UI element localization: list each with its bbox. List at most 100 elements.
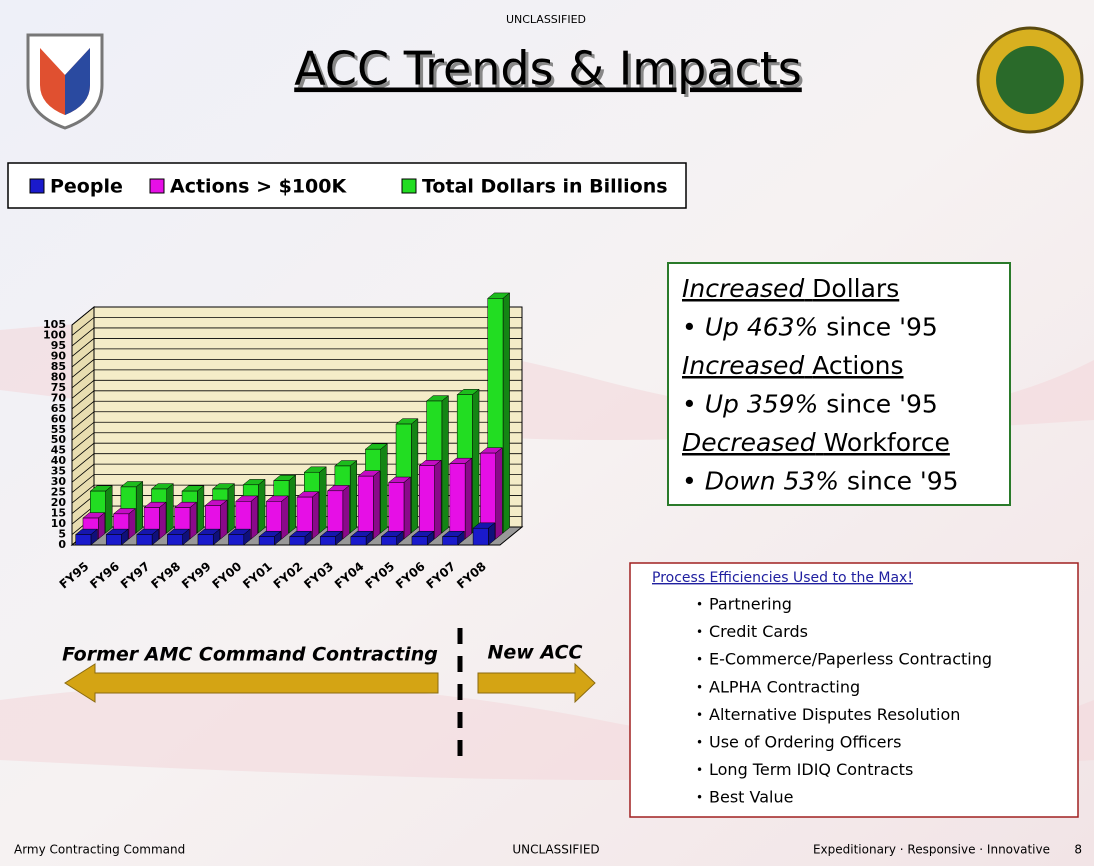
space [839,467,847,496]
legend-label: Total Dollars in Billions [422,176,668,198]
bar-side [197,486,204,533]
process-item: Alternative Disputes Resolution [709,705,960,724]
bullet: • [696,598,703,612]
bar [389,482,404,539]
y-tick-label: 105 [43,318,66,331]
crest-inner [996,46,1064,114]
bar-side [159,502,166,539]
process-item: ALPHA Contracting [709,677,860,696]
space [804,274,812,303]
title: ACC Trends & Impacts [294,42,802,96]
timeline-new: New ACC [488,642,583,664]
impact-em: Decreased [682,428,816,457]
bar-side [442,396,449,533]
bullet: • [696,763,703,777]
process-title: Process Efficiencies Used to the Max! [652,570,913,586]
impact-em: Increased [682,351,804,380]
bar-side [503,293,510,533]
impact-line: Increased Dollars [682,274,899,303]
legend-swatch [150,179,164,193]
bar-side [289,475,296,533]
bar-side [373,471,380,539]
space [818,313,826,342]
bar [443,537,458,545]
impact-em: Down 53% [705,467,839,496]
bar-side [343,485,350,539]
timeline-former: Former AMC Command Contracting [62,644,438,666]
bar-side [404,477,411,539]
space [804,351,812,380]
impact-line: • Down 53% since '95 [682,467,959,496]
bar [351,537,366,545]
bar [419,466,434,539]
impact-rest: since '95 [847,467,959,496]
bar-side [472,389,479,533]
bullet: • [696,708,703,722]
bar-side [136,482,143,533]
bar-side [312,492,319,539]
page-number: 8 [1074,843,1082,857]
bar-side [411,419,418,533]
bar-side [106,486,113,533]
process-item: Long Term IDIQ Contracts [709,760,913,779]
bar [137,535,152,545]
impact-rest: Actions [812,351,903,380]
classification: UNCLASSIFIED [506,13,586,26]
legend-label: People [50,176,123,198]
bar-side [190,502,197,539]
impact-line: • Up 463% since '95 [682,313,938,342]
bullet: • [696,653,703,667]
impact-line: Decreased Workforce [682,428,950,457]
footer-right: Expeditionary · Responsive · Innovative [813,843,1050,857]
impact-em: Up 463% [705,313,819,342]
bar [290,537,305,545]
footer-center: UNCLASSIFIED [512,843,599,857]
bar [412,537,427,545]
bar [106,535,121,545]
bar-side [221,500,228,539]
bar [473,528,488,545]
bar [229,535,244,545]
bar [381,537,396,545]
bullet: • [696,736,703,750]
impact-em: Up 359% [705,390,819,419]
bar-side [282,496,289,539]
process-item: E-Commerce/Paperless Contracting [709,650,992,669]
bar-side [350,461,357,533]
bar-side [381,444,388,533]
bar-side [320,467,327,533]
bar-side [465,458,472,539]
slide: UNCLASSIFIED ACC Trends & Impacts ACC Tr… [0,0,1094,866]
impact-line: Increased Actions [682,351,904,380]
bullet: • [696,791,703,805]
process-item: Credit Cards [709,622,808,641]
impact-line: • Up 359% since '95 [682,390,938,419]
bar-side [251,496,258,539]
legend-swatch [402,179,416,193]
impact-rest: Workforce [824,428,950,457]
bar [358,476,373,539]
bullet: • [682,467,705,496]
bar [450,464,465,539]
bar [320,537,335,545]
impact-rest: since '95 [826,390,938,419]
bar-side [258,479,265,533]
bar-side [435,460,442,539]
legend-swatch [30,179,44,193]
space [818,390,826,419]
bar-side [129,508,136,539]
bullet: • [682,390,705,419]
bar [198,535,213,545]
bar-side [167,484,174,533]
process-item: Best Value [709,788,793,807]
impact-rest: since '95 [826,313,938,342]
bullet: • [696,625,703,639]
process-item: Partnering [709,595,792,614]
impact-rest: Dollars [812,274,899,303]
bar [76,535,91,545]
bar-side [228,484,235,533]
legend-label: Actions > $100K [170,176,347,198]
footer-left: Army Contracting Command [14,843,185,857]
bar-side [496,448,503,539]
space [816,428,824,457]
